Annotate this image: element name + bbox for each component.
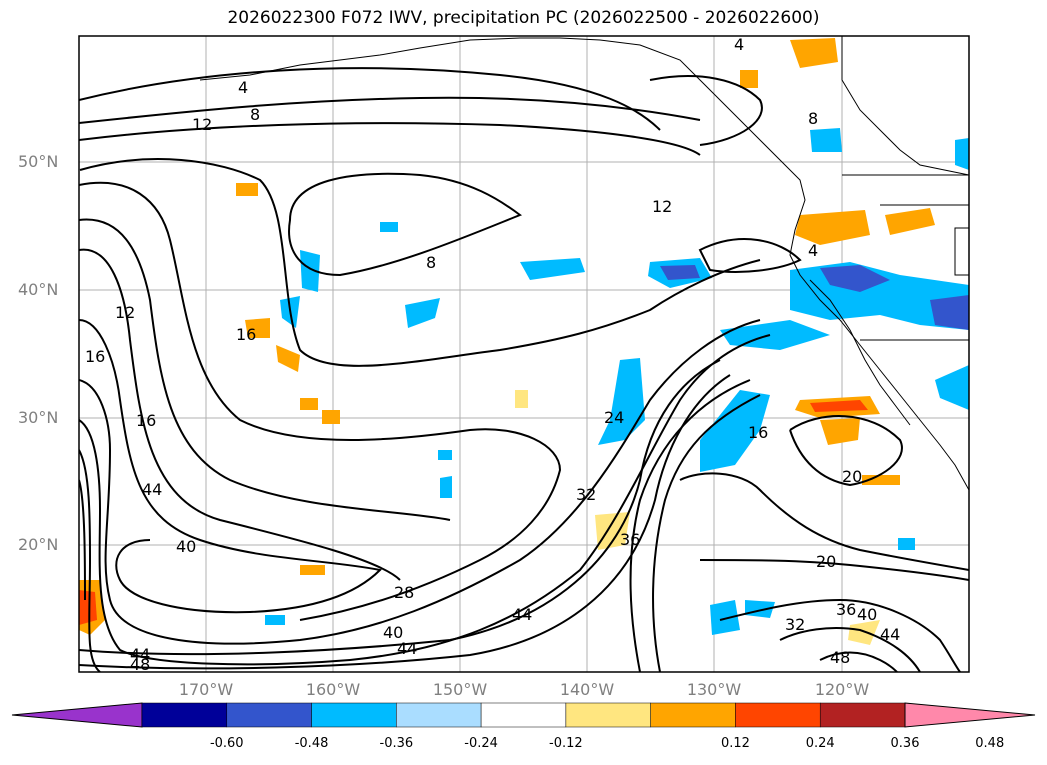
contour-label: 16 — [236, 325, 256, 344]
contour-label: 32 — [785, 615, 805, 634]
colorbar-tick-label: 0.12 — [720, 736, 750, 751]
contour-label: 8 — [250, 105, 260, 124]
contour-label: 4 — [238, 78, 248, 97]
colorbar-tick-label: -0.24 — [464, 736, 498, 751]
coastline — [199, 36, 969, 491]
map-title: 2026022300 F072 IWV, precipitation PC (2… — [227, 8, 820, 28]
colorbar-segment — [396, 702, 482, 728]
contour-label: 20 — [816, 552, 836, 571]
colorbar-tick-label: 0.24 — [805, 736, 835, 751]
colorbar-tick-label: -0.36 — [379, 736, 414, 751]
contour-label: 40 — [383, 623, 403, 642]
contour-label: 48 — [130, 655, 150, 674]
colorbar — [11, 702, 1036, 728]
colorbar-tick-label: -0.12 — [549, 736, 583, 751]
contour-label: 20 — [842, 467, 862, 486]
contour-label: 44 — [512, 605, 532, 624]
contour-label: 48 — [830, 648, 850, 667]
lat-label: 20°N — [18, 535, 59, 554]
contour-label: 4 — [808, 241, 818, 260]
map-frame — [78, 35, 970, 673]
colorbar-segment — [311, 702, 397, 728]
colorbar-tick-label: 0.36 — [890, 736, 920, 751]
colorbar-extend-max — [904, 702, 1036, 728]
contour-label: 44 — [397, 639, 417, 658]
contour-label: 36 — [836, 600, 856, 619]
contour-label: 16 — [136, 411, 156, 430]
iwv-contours — [79, 67, 969, 672]
contour-label: 32 — [576, 485, 596, 504]
contour-label: 44 — [142, 480, 162, 499]
contour-label-group: 4 8 12 4 8 12 16 12 16 16 44 40 44 48 8 … — [85, 35, 900, 674]
lon-label: 140°W — [559, 680, 615, 699]
colorbar-segment — [226, 702, 312, 728]
contour-label: 24 — [604, 408, 624, 427]
colorbar-extend-min — [11, 702, 143, 728]
contour-label: 16 — [85, 347, 105, 366]
contour-label: 44 — [880, 625, 900, 644]
lon-label: 120°W — [814, 680, 870, 699]
lat-label: 50°N — [18, 152, 59, 171]
precip-orange-patches — [79, 38, 935, 645]
precip-blue-patches — [265, 128, 969, 635]
lon-label: 150°W — [432, 680, 488, 699]
contour-label: 12 — [115, 303, 135, 322]
lat-label: 30°N — [18, 408, 59, 427]
colorbar-segment — [735, 702, 821, 728]
contour-label: 12 — [192, 115, 212, 134]
lat-label: 40°N — [18, 280, 59, 299]
colorbar-segment — [565, 702, 651, 728]
colorbar-segment — [650, 702, 736, 728]
contour-label: 40 — [857, 605, 877, 624]
contour-label: 36 — [620, 530, 640, 549]
colorbar-tick-label: 0.48 — [975, 736, 1005, 751]
contour-label: 8 — [808, 109, 818, 128]
map-plot: 4 8 12 4 8 12 16 12 16 16 44 40 44 48 8 … — [78, 35, 970, 674]
colorbar-tick-label: -0.48 — [294, 736, 329, 751]
lon-label: 130°W — [686, 680, 742, 699]
contour-label: 12 — [652, 197, 672, 216]
contour-label: 8 — [426, 253, 436, 272]
lon-label: 170°W — [178, 680, 234, 699]
contour-label: 40 — [176, 537, 196, 556]
lon-label: 160°W — [305, 680, 361, 699]
contour-label: 28 — [394, 583, 414, 602]
contour-label: 4 — [734, 35, 744, 54]
contour-label: 44 — [130, 645, 150, 664]
colorbar-segment — [819, 702, 906, 728]
colorbar-segment — [141, 702, 228, 728]
colorbar-tick-label: -0.60 — [209, 736, 244, 751]
colorbar-segment — [480, 702, 567, 728]
contour-label: 16 — [748, 423, 768, 442]
